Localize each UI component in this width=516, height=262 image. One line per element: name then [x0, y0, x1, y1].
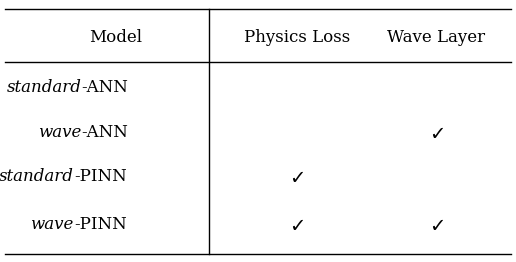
Text: $\checkmark$: $\checkmark$	[428, 123, 444, 142]
Text: wave: wave	[38, 124, 82, 141]
Text: wave: wave	[30, 216, 74, 232]
Text: standard: standard	[0, 168, 74, 185]
Text: $\checkmark$: $\checkmark$	[289, 167, 304, 186]
Text: -ANN: -ANN	[82, 79, 128, 96]
Text: $\checkmark$: $\checkmark$	[289, 215, 304, 233]
Text: -PINN: -PINN	[74, 216, 126, 232]
Text: -PINN: -PINN	[74, 168, 126, 185]
Text: Model: Model	[89, 30, 142, 46]
Text: Physics Loss: Physics Loss	[244, 30, 350, 46]
Text: Wave Layer: Wave Layer	[387, 30, 485, 46]
Text: standard: standard	[7, 79, 82, 96]
Text: -ANN: -ANN	[82, 124, 128, 141]
Text: $\checkmark$: $\checkmark$	[428, 215, 444, 233]
